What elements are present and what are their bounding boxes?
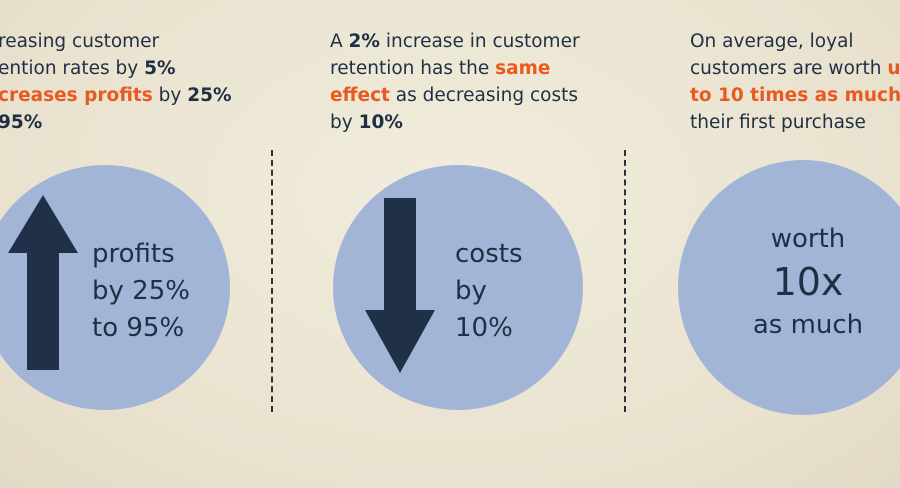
worth-circle-text: worth 10x as much: [728, 222, 888, 342]
panel1-line4: 95%: [0, 112, 43, 133]
panel3-line2: customers are worth u: [690, 58, 900, 79]
costs-label: costs: [455, 239, 523, 269]
costs-circle: [333, 165, 583, 410]
costs-by-label: by: [455, 276, 487, 306]
panel3-line4: their first purchase: [690, 112, 866, 133]
worth-as-much-label: as much: [752, 310, 864, 340]
panel2-text: A 2% increase in customer retention has …: [330, 28, 580, 136]
panel1-line2: ention rates by 5%: [0, 58, 176, 79]
worth-multiplier: 10x: [772, 260, 844, 304]
panel3-line3: to 10 times as much a: [690, 85, 900, 106]
divider-right: [624, 150, 626, 412]
worth-label: worth: [770, 224, 846, 254]
down-arrow-icon: [365, 198, 435, 373]
panel3-line1: On average, loyal: [690, 31, 854, 52]
panel2-line3: effect as decreasing costs: [330, 85, 578, 106]
divider-left: [271, 150, 273, 412]
profits-range-line1: by 25%: [92, 276, 190, 306]
worth-circle: [678, 160, 900, 415]
costs-value: 10%: [455, 313, 513, 343]
profits-label: profits: [92, 239, 175, 269]
profits-circle-text: profits by 25% to 95%: [92, 236, 190, 347]
up-arrow-icon: [8, 195, 78, 370]
panel2-line2: retention has the same: [330, 58, 551, 79]
panel3-text: On average, loyal customers are worth u …: [690, 28, 900, 136]
panel2-line1: A 2% increase in customer: [330, 31, 580, 52]
costs-circle-text: costs by 10%: [455, 236, 523, 347]
panel1-text: reasing customer ention rates by 5% crea…: [0, 28, 232, 136]
panel1-line1: reasing customer: [0, 31, 160, 52]
panel1-line3: creases profits by 25%: [0, 85, 232, 106]
panel2-line4: by 10%: [330, 112, 403, 133]
profits-range-line2: to 95%: [92, 313, 185, 343]
